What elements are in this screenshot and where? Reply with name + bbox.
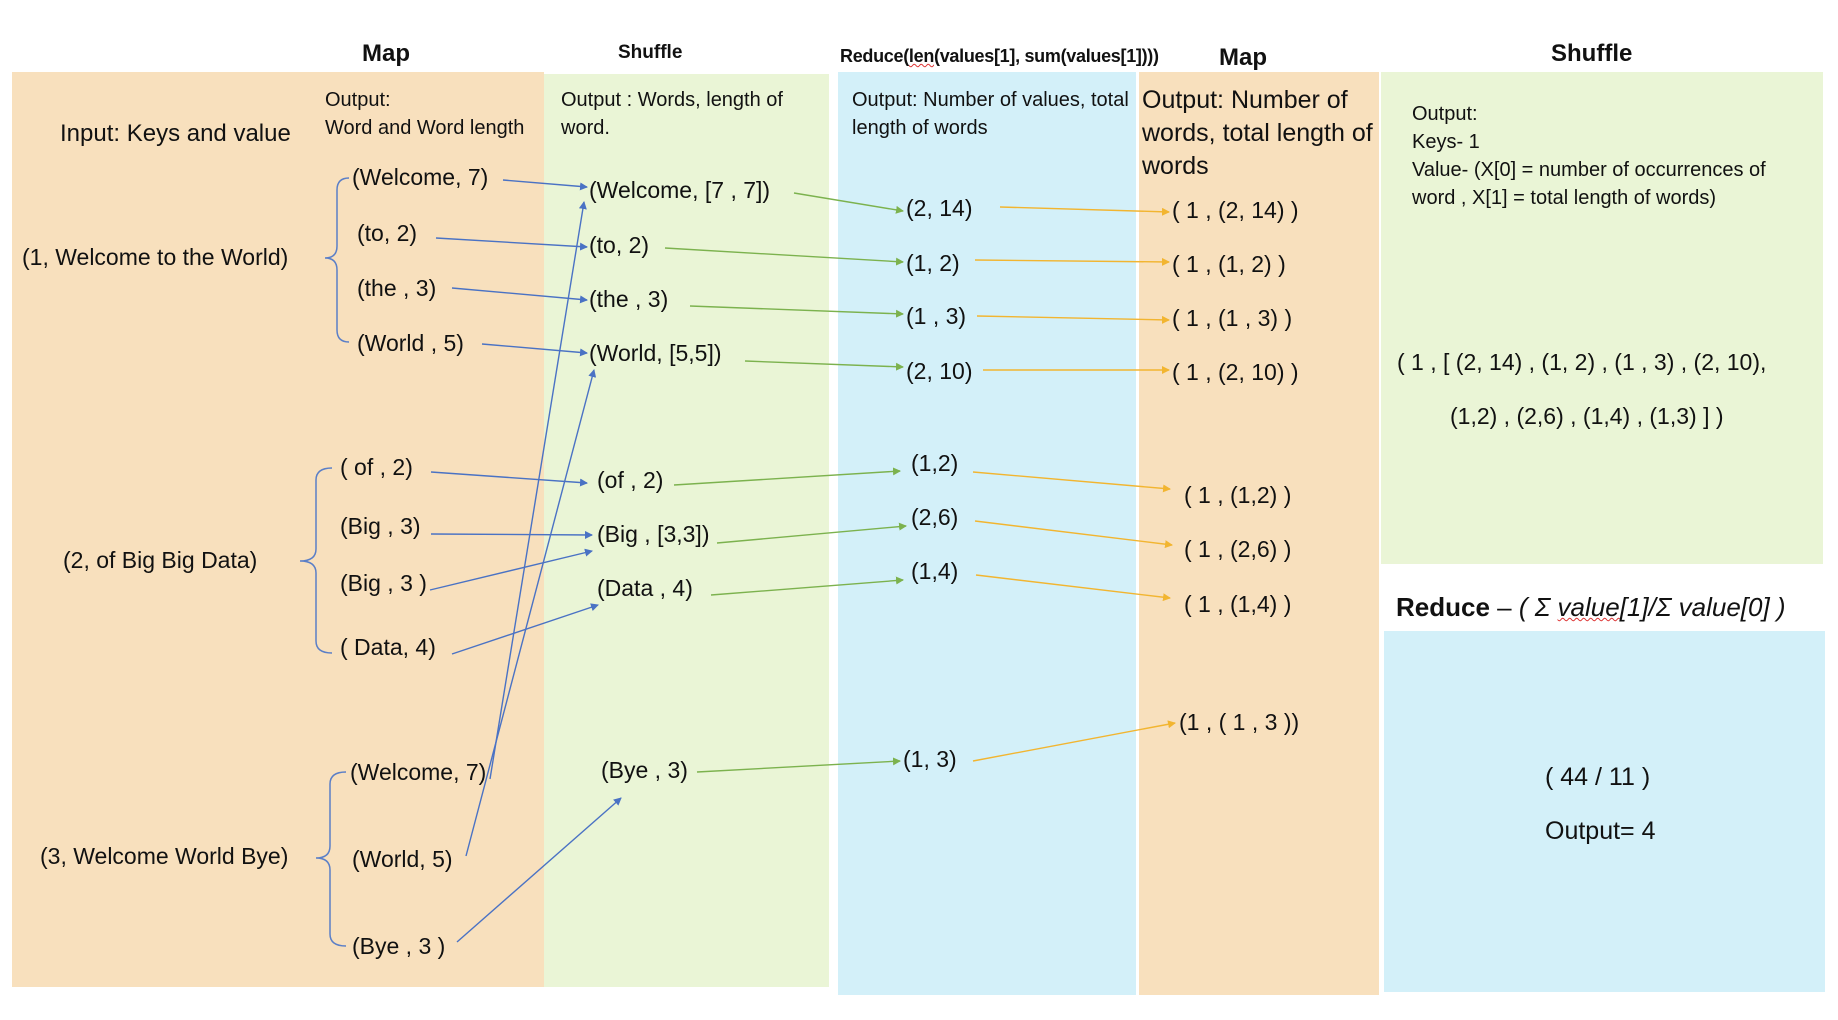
map-pair: ( Data, 4) [340, 634, 436, 660]
map2-value: ( 1 , (1,4) ) [1184, 591, 1292, 617]
reduce2-output: Output= 4 [1545, 817, 1656, 845]
shuffle-group: (Welcome, [7 , 7]) [589, 177, 771, 203]
reduce-value: (1, 3) [903, 746, 957, 772]
reduce2-panel [1384, 631, 1825, 992]
map-pair: (the , 3) [357, 275, 437, 301]
map-pair: (Big , 3 ) [340, 570, 427, 596]
map-output-note: Output: Word and Word length [325, 86, 550, 142]
reduce-value: (2, 14) [906, 195, 973, 221]
shuffle2-output-line1: Output: [1412, 103, 1478, 125]
map-pair: (Big , 3) [340, 513, 421, 539]
map-pair: (World , 5) [357, 330, 464, 356]
map2-value: ( 1 , (1, 2) ) [1172, 251, 1286, 277]
input-record-2: (2, of Big Big Data) [63, 547, 258, 573]
shuffle-group: (of , 2) [597, 467, 664, 493]
reduce-value: (1,2) [911, 450, 959, 476]
shuffle2-panel [1381, 72, 1823, 564]
map-pair: (to, 2) [357, 220, 418, 246]
shuffle2-output-line2: Keys- 1 [1412, 131, 1480, 153]
reduce-value: (2,6) [911, 504, 959, 530]
shuffle2-result-line1: ( 1 , [ (2, 14) , (1, 2) , (1 , 3) , (2,… [1397, 349, 1767, 375]
map2-output-note: Output: Number of words, total length of… [1142, 86, 1373, 180]
map2-value: (1 , ( 1 , 3 )) [1179, 709, 1300, 735]
reduce-value: (1,4) [911, 558, 959, 584]
map2-value: ( 1 , (2,6) ) [1184, 536, 1292, 562]
shuffle-header: Shuffle [618, 42, 683, 63]
input-record-1: (1, Welcome to the World) [22, 244, 289, 270]
map-pair: (Welcome, 7) [352, 164, 489, 190]
shuffle-group: (to, 2) [589, 232, 650, 258]
map2-header: Map [1219, 44, 1267, 71]
shuffle-group: (the , 3) [589, 286, 669, 312]
reduce-value: (1, 2) [906, 250, 960, 276]
shuffle-group: (Data , 4) [597, 575, 693, 601]
map2-value: ( 1 , (1 , 3) ) [1172, 305, 1293, 331]
reduce-header: Reduce(len(values[1], sum(values[1]))) [840, 46, 1159, 66]
input-record-3: (3, Welcome World Bye) [40, 843, 289, 869]
map2-value: ( 1 , (2, 14) ) [1172, 197, 1299, 223]
reduce2-header: Reduce – ( Σ value[1]/Σ value[0] ) [1396, 592, 1786, 623]
reduce2-header-label: Reduce [1396, 592, 1490, 622]
shuffle2-result-line2: (1,2) , (2,6) , (1,4) , (1,3) ] ) [1450, 403, 1724, 429]
shuffle-group: (World, [5,5]) [589, 340, 722, 366]
reduce-output-note: Output: Number of values, total length o… [852, 89, 1129, 139]
reduce-value: (1 , 3) [906, 303, 967, 329]
map-pair: ( of , 2) [340, 454, 413, 480]
reduce-value: (2, 10) [906, 358, 973, 384]
map2-value: ( 1 , (1,2) ) [1184, 482, 1292, 508]
shuffle2-output-note: Output: Keys- 1 Value- (X[0] = number of… [1412, 100, 1812, 212]
map-pair: (Welcome, 7) [350, 759, 487, 785]
input-label: Input: Keys and value [60, 120, 291, 147]
shuffle2-header: Shuffle [1551, 40, 1633, 67]
reduce2-result: ( 44 / 11 ) [1545, 763, 1651, 791]
reduce2-header-dash: – [1489, 592, 1519, 622]
reduce2-formula: ( Σ value[1]/Σ value[0] ) [1518, 592, 1786, 622]
map-panel [12, 72, 544, 987]
map2-value: ( 1 , (2, 10) ) [1172, 359, 1299, 385]
shuffle-group: (Bye , 3) [601, 757, 688, 783]
shuffle2-output-line3: Value- (X[0] = number of occurrences of … [1412, 159, 1766, 209]
map2-panel [1139, 72, 1379, 995]
reduce-panel [838, 72, 1136, 995]
map-pair: (World, 5) [352, 846, 453, 872]
map-output-text: Output: Word and Word length [325, 89, 525, 139]
shuffle-output-note: Output : Words, length of word. [561, 89, 783, 139]
map-pair: (Bye , 3 ) [352, 933, 446, 959]
shuffle-group: (Big , [3,3]) [597, 521, 710, 547]
map-header: Map [362, 40, 410, 67]
